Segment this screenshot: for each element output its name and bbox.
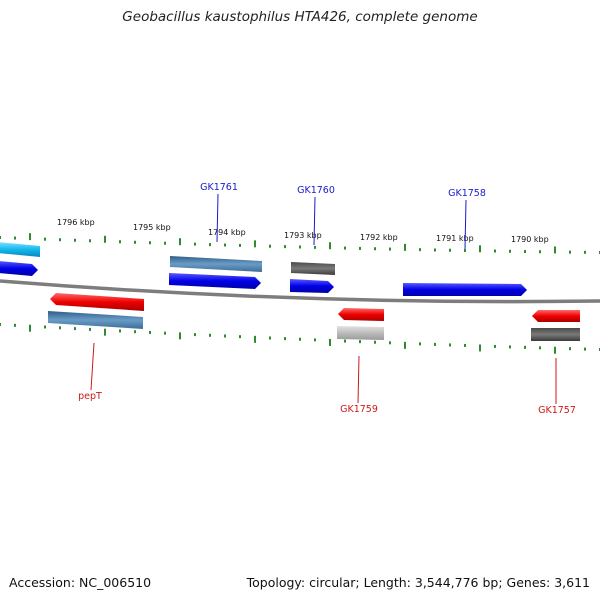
outer-track-upper (0, 242, 335, 275)
gene-feature-pept-steel[interactable] (48, 311, 143, 329)
leader-pept (90, 342, 95, 391)
scale-label-1792: 1792 kbp (360, 233, 398, 242)
gene-feature-cyan[interactable] (0, 242, 40, 257)
gene-arrow-pept[interactable] (50, 293, 144, 311)
gene-labels: GK1761 GK1760 GK1758 pepT GK1759 GK1757 (78, 182, 576, 416)
leader-gk1761 (216, 193, 219, 243)
label-leaders (90, 193, 557, 404)
scale-label-1790: 1790 kbp (511, 235, 549, 244)
leader-gk1760 (313, 196, 316, 246)
scale-label-1794: 1794 kbp (208, 228, 246, 237)
scale-label-1791: 1791 kbp (436, 234, 474, 243)
scale-label-1793: 1793 kbp (284, 231, 322, 240)
gene-arrow-gk1759[interactable] (338, 308, 384, 321)
gene-arrow-gk1758[interactable] (403, 283, 527, 296)
gene-arrow-gk1757[interactable] (532, 310, 580, 322)
inner-track-lower (50, 293, 580, 322)
gene-label-gk1760[interactable]: GK1760 (297, 185, 335, 196)
genome-summary-text: Topology: circular; Length: 3,544,776 bp… (246, 575, 590, 590)
gene-feature-gk1759-light[interactable] (337, 326, 384, 340)
genome-backbone (0, 279, 600, 304)
scale-labels: 1796 kbp 1795 kbp 1794 kbp 1793 kbp 1792… (57, 218, 549, 244)
gene-arrow-gk1761[interactable] (169, 273, 261, 289)
genome-title: Geobacillus kaustophilus HTA426, complet… (122, 9, 478, 25)
leader-gk1758 (464, 199, 467, 250)
gene-arrow-gk1760[interactable] (290, 279, 334, 293)
scale-label-1796: 1796 kbp (57, 218, 95, 227)
scale-ticks-lower (0, 323, 600, 354)
gene-label-gk1759[interactable]: GK1759 (340, 404, 378, 415)
gene-feature-gk1761-steel[interactable] (170, 256, 262, 272)
gene-feature-gk1757-dark[interactable] (531, 328, 580, 341)
gene-label-gk1757[interactable]: GK1757 (538, 405, 576, 416)
leader-gk1759 (357, 355, 360, 404)
gene-label-pept[interactable]: pepT (78, 391, 102, 402)
scale-ticks-upper (0, 233, 600, 254)
gene-arrow-left-edge[interactable] (0, 261, 38, 276)
outer-track-lower (48, 311, 580, 341)
scale-label-1795: 1795 kbp (133, 223, 171, 232)
accession-text: Accession: NC_006510 (9, 575, 152, 590)
gene-label-gk1758[interactable]: GK1758 (448, 188, 486, 199)
gene-label-gk1761[interactable]: GK1761 (200, 182, 238, 193)
inner-track-upper (0, 261, 527, 296)
gene-feature-gk1760-gray[interactable] (291, 262, 335, 275)
